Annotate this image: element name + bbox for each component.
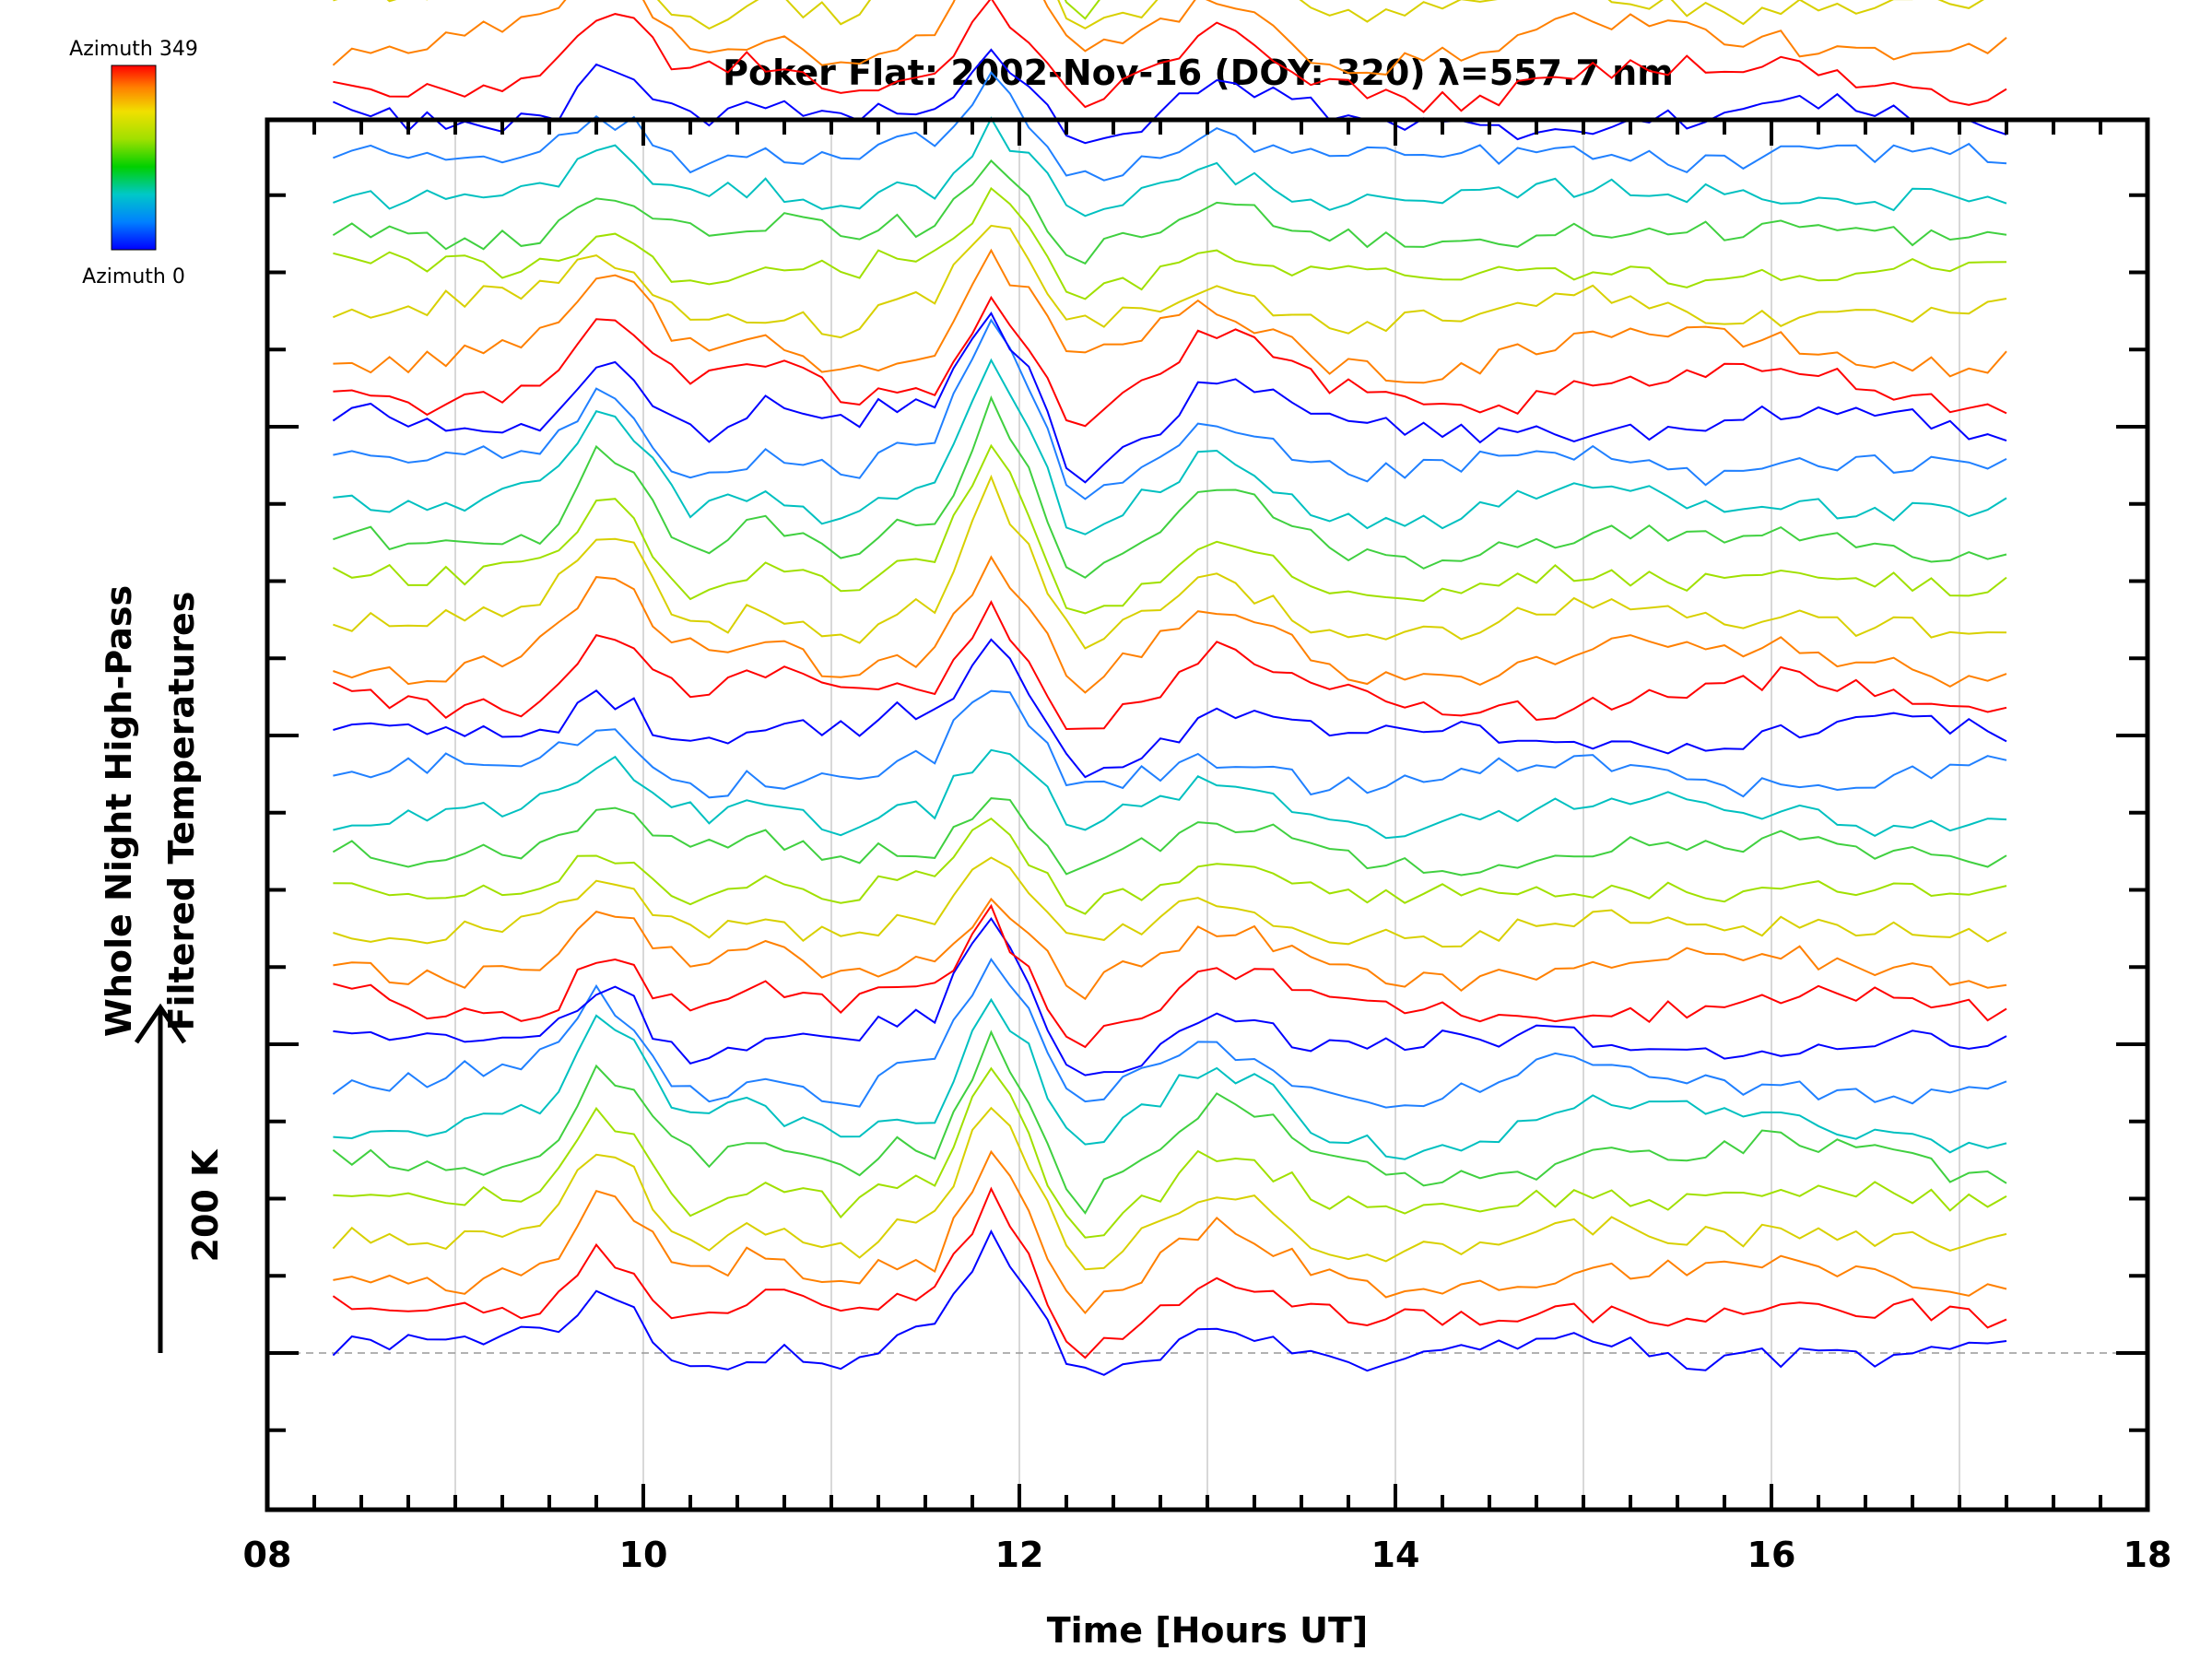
trace-27	[333, 224, 2007, 339]
x-tick-labels: 08 10 12 14 16 18	[243, 1535, 2172, 1575]
trace-22	[333, 358, 2007, 535]
trace-10	[333, 897, 2007, 1001]
x-tick-label-12: 12	[995, 1535, 1044, 1575]
trace-3	[332, 1106, 2007, 1271]
trace-24	[332, 312, 2007, 484]
trace-13	[332, 797, 2007, 877]
y-axis-label-line2: Filtered Temperatures	[161, 592, 202, 1031]
trace-18	[333, 555, 2007, 694]
trace-2	[333, 1149, 2007, 1315]
trace-20	[332, 443, 2007, 615]
trace-36	[1064, 0, 1100, 20]
x-axis-label: Time [Hours UT]	[1047, 1610, 1369, 1651]
trace-25	[333, 295, 2007, 428]
x-tick-label-16: 16	[1747, 1535, 1796, 1575]
trace-16	[333, 638, 2007, 779]
trace-29	[332, 159, 2007, 265]
trace-14	[333, 748, 2007, 840]
trace-34	[332, 0, 2007, 76]
trace-9	[333, 903, 2007, 1049]
colorbar	[111, 65, 157, 251]
trace-31	[333, 71, 2007, 182]
trace-0	[332, 1229, 2007, 1376]
trace-15	[333, 689, 2007, 799]
trace-23	[333, 318, 2007, 500]
trace-35	[333, 0, 1984, 30]
trace-28	[333, 186, 2007, 300]
x-tick-label-14: 14	[1371, 1535, 1420, 1575]
trace-30	[333, 116, 2007, 218]
chart-title: Poker Flat: 2002-Nov-16 (DOY: 320) λ=557…	[723, 53, 1674, 93]
scale-bar-label: 200 K	[185, 1148, 226, 1263]
x-tick-label-18: 18	[2124, 1535, 2172, 1575]
axis-ticks	[265, 120, 2149, 1510]
trace-11	[333, 856, 2007, 948]
trace-8	[333, 916, 2007, 1077]
trace-group	[332, 0, 2007, 1376]
trace-12	[333, 817, 2007, 915]
trace-17	[332, 599, 2007, 731]
trace-4	[333, 1066, 2007, 1239]
x-tick-label-10: 10	[619, 1535, 668, 1575]
trace-33	[333, 0, 2007, 113]
grid-lines	[454, 120, 1960, 1510]
trace-5	[332, 1030, 2007, 1215]
trace-26	[333, 248, 2007, 384]
scale-bar-arrowhead	[134, 1003, 187, 1044]
colorbar-bottom-label: Azimuth 0	[82, 265, 185, 288]
y-axis-label-line1: Whole Night High-Pass	[99, 585, 139, 1037]
trace-7	[332, 957, 2007, 1109]
trace-1	[332, 1186, 2007, 1359]
trace-32	[332, 48, 2007, 145]
trace-6	[333, 997, 2007, 1160]
colorbar-top-label: Azimuth 349	[69, 38, 198, 61]
x-tick-label-08: 08	[243, 1535, 292, 1575]
trace-19	[333, 474, 2007, 650]
trace-21	[333, 395, 2007, 579]
